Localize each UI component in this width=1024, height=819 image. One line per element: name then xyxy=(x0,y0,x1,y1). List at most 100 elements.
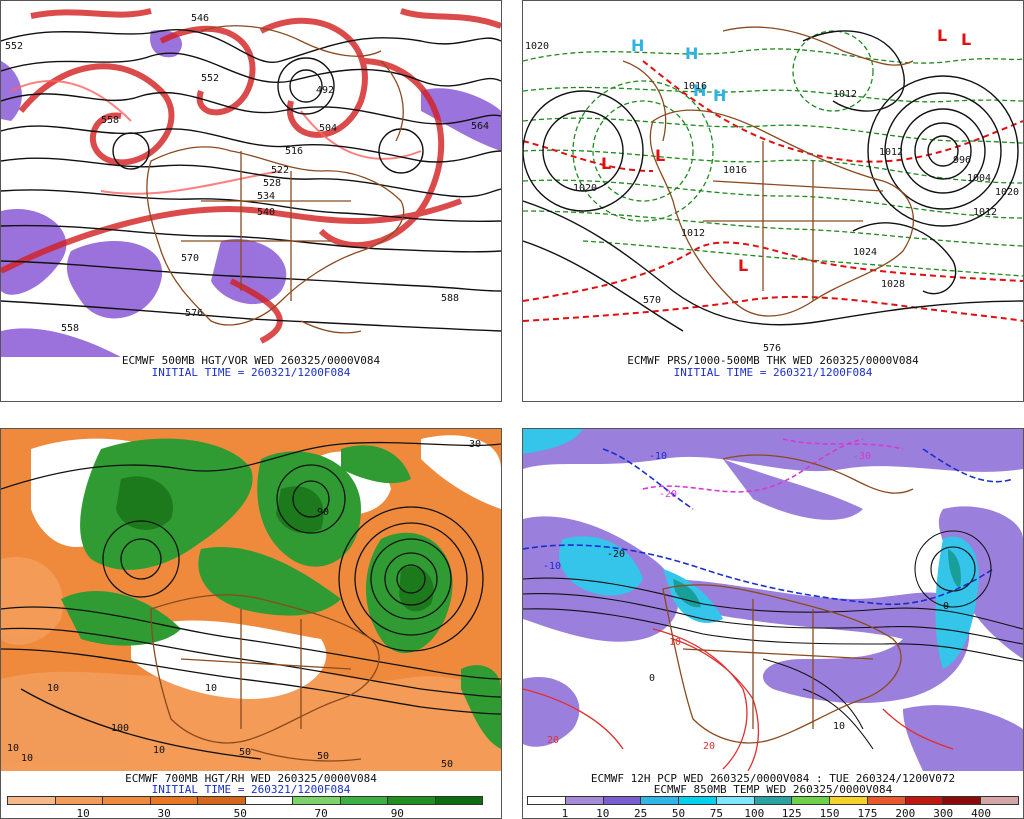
svg-text:10: 10 xyxy=(833,721,845,732)
initial-time-label: INITIAL TIME = 260321/1200F084 xyxy=(151,783,351,796)
colorbar-swatch xyxy=(55,797,103,804)
svg-text:1012: 1012 xyxy=(879,147,903,158)
svg-text:-20: -20 xyxy=(607,549,625,560)
panel-700mb-hgt-rh[interactable]: 10 10 100 10 10 50 30 50 90 10 50 ECMWF … xyxy=(0,428,502,819)
svg-text:576: 576 xyxy=(185,308,203,319)
svg-text:1004: 1004 xyxy=(967,173,991,184)
svg-text:-10: -10 xyxy=(649,451,667,462)
colorbar-swatch xyxy=(679,797,717,804)
svg-text:1020: 1020 xyxy=(995,187,1019,198)
colorbar-swatch xyxy=(867,797,906,804)
svg-text:1012: 1012 xyxy=(973,207,997,218)
colorbar-swatch xyxy=(150,797,198,804)
coastline-borders xyxy=(150,594,380,762)
coastline-borders xyxy=(622,26,914,317)
colorbar-tick: 90 xyxy=(390,807,404,819)
svg-text:20: 20 xyxy=(547,735,559,746)
contour-value-labels: 1020 1016 1012 996 1004 1012 1020 1016 1… xyxy=(525,41,1019,354)
svg-text:522: 522 xyxy=(271,165,289,176)
colorbar-tick: 30 xyxy=(157,807,171,819)
svg-text:1020: 1020 xyxy=(525,41,549,52)
svg-text:0: 0 xyxy=(943,601,949,612)
svg-text:10: 10 xyxy=(205,683,217,694)
svg-text:H: H xyxy=(685,44,698,63)
map-500mb-vorticity: 552 546 558 504 492 516 522 528 534 540 … xyxy=(1,1,501,357)
svg-text:50: 50 xyxy=(317,751,329,762)
colorbar-tick: 150 xyxy=(819,807,840,819)
svg-text:1020: 1020 xyxy=(573,183,597,194)
svg-text:1012: 1012 xyxy=(833,89,857,100)
initial-time-label: INITIAL TIME = 260321/1200F084 xyxy=(673,366,873,379)
coastline-borders xyxy=(662,454,914,744)
colorbar-swatch xyxy=(716,797,755,804)
colorbar-swatch xyxy=(641,797,680,804)
colorbar-tick: 25 xyxy=(634,807,648,819)
colorbar-swatch xyxy=(293,797,341,804)
svg-text:-10: -10 xyxy=(543,561,561,572)
colorbar-tick: 1 xyxy=(561,807,569,819)
svg-text:570: 570 xyxy=(181,253,199,264)
svg-text:-20: -20 xyxy=(659,489,677,500)
panel-subtitle: ECMWF 850MB TEMP WED 260325/0000V084 xyxy=(653,783,893,796)
height-contours xyxy=(1,441,501,760)
colorbar-swatch xyxy=(603,797,642,804)
vorticity-negative-shading xyxy=(1,30,501,357)
svg-text:558: 558 xyxy=(101,115,119,126)
high-pressure-centers: H H H H xyxy=(631,36,726,105)
temp-isotherms xyxy=(523,530,1023,750)
height-contours xyxy=(1,29,501,332)
panel-title: ECMWF PRS/1000-500MB THK WED 260325/0000… xyxy=(627,354,919,367)
svg-text:540: 540 xyxy=(257,207,275,218)
coastline-borders xyxy=(146,25,405,334)
colorbar-swatch xyxy=(435,797,482,804)
svg-text:546: 546 xyxy=(191,13,209,24)
svg-text:10: 10 xyxy=(7,743,19,754)
svg-text:90: 90 xyxy=(317,507,329,518)
svg-text:528: 528 xyxy=(263,178,281,189)
colorbar-tick: 10 xyxy=(76,807,90,819)
panel-title: ECMWF 12H PCP WED 260325/0000V084 : TUE … xyxy=(590,772,956,785)
colorbar-tick: 300 xyxy=(933,807,954,819)
panel-prs-thickness[interactable]: H H H H L L L L L 1020 1016 1012 996 100… xyxy=(522,0,1024,402)
colorbar-tick: 50 xyxy=(233,807,247,819)
colorbar-swatch xyxy=(792,797,831,804)
svg-text:516: 516 xyxy=(285,146,303,157)
svg-text:576: 576 xyxy=(763,343,781,354)
thickness-contours xyxy=(523,30,1023,277)
temp-isotherms-cold xyxy=(642,438,904,493)
svg-text:504: 504 xyxy=(319,123,337,134)
svg-text:H: H xyxy=(631,36,644,55)
colorbar-swatch xyxy=(943,797,982,804)
panel-500mb-hgt-vor[interactable]: 552 546 558 504 492 516 522 528 534 540 … xyxy=(0,0,502,402)
precip-colorbar xyxy=(527,796,1019,805)
colorbar-tick: 400 xyxy=(971,807,992,819)
svg-text:1012: 1012 xyxy=(681,228,705,239)
thickness-570-576 xyxy=(523,60,1023,322)
svg-text:534: 534 xyxy=(257,191,275,202)
colorbar-swatch xyxy=(340,797,388,804)
rh-colorbar xyxy=(7,796,483,805)
svg-text:552: 552 xyxy=(201,73,219,84)
svg-text:996: 996 xyxy=(953,155,971,166)
colorbar-swatch xyxy=(565,797,604,804)
svg-text:1016: 1016 xyxy=(723,165,747,176)
svg-text:20: 20 xyxy=(703,741,715,752)
svg-text:552: 552 xyxy=(5,41,23,52)
colorbar-tick: 125 xyxy=(781,807,802,819)
colorbar-tick: 200 xyxy=(895,807,916,819)
precip-colorbar-ticks: 1 10 25 50 75 100 125 150 175 200 300 40… xyxy=(527,807,1019,819)
colorbar-swatch xyxy=(830,797,868,804)
low-pressure-centers: L L L L L xyxy=(601,26,971,275)
colorbar-swatch xyxy=(388,797,436,804)
svg-text:L: L xyxy=(601,154,611,173)
svg-text:10: 10 xyxy=(669,637,681,648)
rh-value-labels: 10 10 100 10 10 50 30 50 90 10 50 xyxy=(7,439,481,770)
svg-text:H: H xyxy=(693,81,706,100)
colorbar-tick: 70 xyxy=(314,807,328,819)
rh-dry-shading xyxy=(1,557,501,771)
colorbar-swatch xyxy=(528,797,566,804)
panel-12h-pcp-850-temp[interactable]: -10 -20 -30 -20 10 0 20 20 10 0 -10 ECMW… xyxy=(522,428,1024,819)
colorbar-swatch xyxy=(103,797,151,804)
svg-text:50: 50 xyxy=(441,759,453,770)
svg-text:H: H xyxy=(713,86,726,105)
